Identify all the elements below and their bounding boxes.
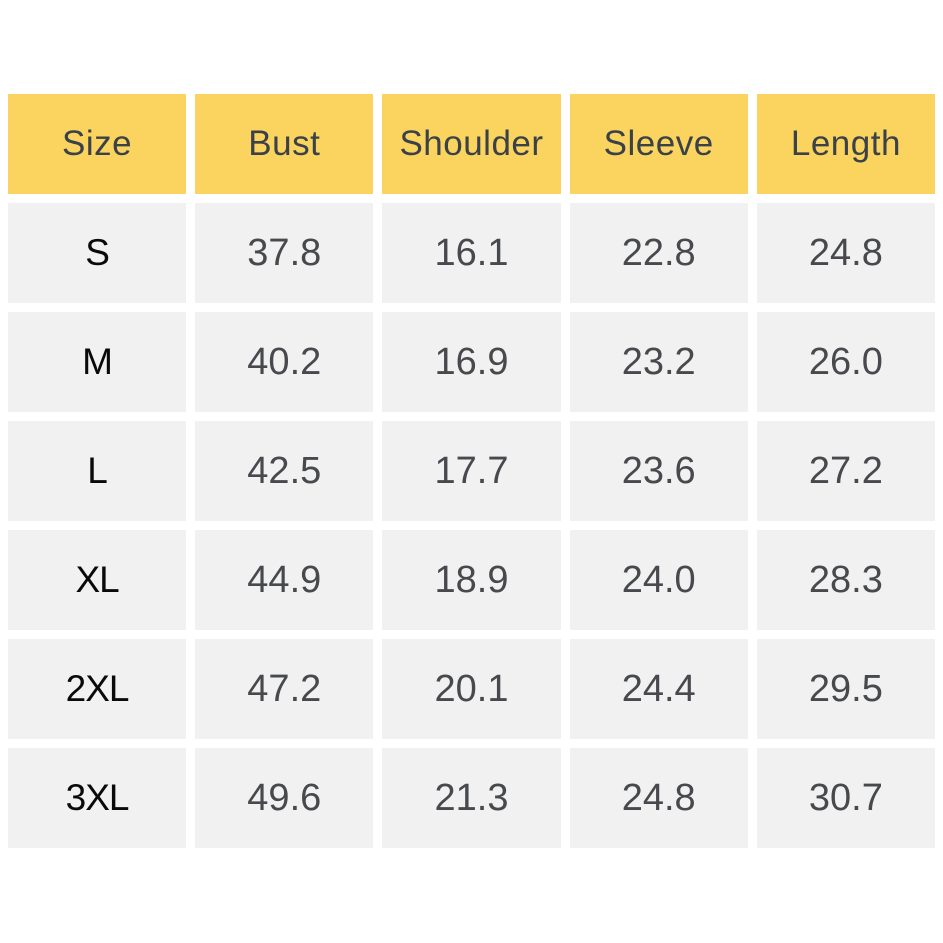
size-label-3xl: 3XL [8,748,187,848]
length-value-s: 24.8 [756,203,935,303]
shoulder-value-2xl: 20.1 [382,639,561,739]
bust-value-xl: 44.9 [195,530,374,630]
column-header-size: Size [8,94,187,194]
sleeve-value-2xl: 24.4 [569,639,748,739]
size-label-s: S [8,203,187,303]
size-chart-table: Size Bust Shoulder Sleeve Length S 37.8 … [8,94,935,848]
shoulder-value-m: 16.9 [382,312,561,412]
shoulder-value-3xl: 21.3 [382,748,561,848]
sleeve-value-3xl: 24.8 [569,748,748,848]
bust-value-m: 40.2 [195,312,374,412]
shoulder-value-l: 17.7 [382,421,561,521]
sleeve-value-xl: 24.0 [569,530,748,630]
column-header-shoulder: Shoulder [382,94,561,194]
shoulder-value-s: 16.1 [382,203,561,303]
length-value-3xl: 30.7 [756,748,935,848]
sleeve-value-l: 23.6 [569,421,748,521]
column-header-bust: Bust [195,94,374,194]
size-label-m: M [8,312,187,412]
length-value-xl: 28.3 [756,530,935,630]
bust-value-2xl: 47.2 [195,639,374,739]
size-label-xl: XL [8,530,187,630]
shoulder-value-xl: 18.9 [382,530,561,630]
sleeve-value-s: 22.8 [569,203,748,303]
bust-value-l: 42.5 [195,421,374,521]
column-header-length: Length [756,94,935,194]
size-label-l: L [8,421,187,521]
length-value-l: 27.2 [756,421,935,521]
bust-value-s: 37.8 [195,203,374,303]
length-value-m: 26.0 [756,312,935,412]
sleeve-value-m: 23.2 [569,312,748,412]
length-value-2xl: 29.5 [756,639,935,739]
bust-value-3xl: 49.6 [195,748,374,848]
size-label-2xl: 2XL [8,639,187,739]
column-header-sleeve: Sleeve [569,94,748,194]
